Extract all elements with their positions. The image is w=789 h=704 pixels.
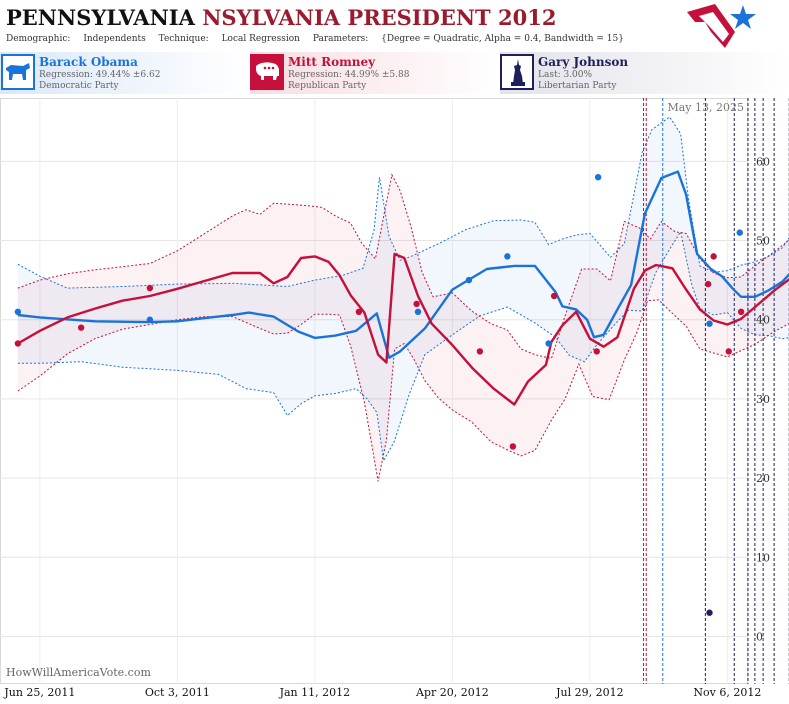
- upper-bound-obama: [17, 116, 789, 289]
- candidate-stat: Regression: 44.99% ±5.88: [288, 70, 410, 80]
- cards-background: [0, 52, 789, 94]
- technique-label: Technique:: [158, 34, 209, 44]
- poll-point-johnson: [706, 609, 713, 616]
- poll-point-obama: [594, 173, 602, 181]
- candidate-card-johnson[interactable]: Gary Johnson Last: 3.00% Libertarian Par…: [500, 54, 740, 92]
- poll-point-obama: [736, 229, 743, 236]
- y-tick-label: 0: [756, 630, 763, 643]
- candidate-cards: Barack Obama Regression: 49.44% ±6.62 De…: [0, 52, 789, 94]
- poll-point-romney: [737, 308, 745, 316]
- poll-point-obama: [414, 308, 422, 316]
- generated-date-label: May 13, 2025: [667, 101, 744, 114]
- poll-point-romney: [593, 348, 600, 355]
- poll-point-obama: [465, 276, 473, 284]
- candidate-card-obama[interactable]: Barack Obama Regression: 49.44% ±6.62 De…: [1, 54, 241, 92]
- poll-point-romney: [710, 253, 717, 260]
- candidate-card-romney[interactable]: Mitt Romney Regression: 44.99% ±5.88 Rep…: [250, 54, 490, 92]
- poll-point-romney: [77, 324, 85, 331]
- page-title: PENNSYLVANIA NSYLVANIA PRESIDENT 2012: [6, 5, 556, 30]
- demographic-value: Independents: [83, 34, 146, 44]
- x-tick-label: Apr 20, 2012: [415, 686, 489, 699]
- poll-point-romney: [146, 284, 154, 292]
- site-logo-icon: [687, 4, 756, 48]
- poll-point-obama: [14, 308, 22, 316]
- regression-line-romney: [17, 252, 789, 406]
- donkey-icon: [1, 54, 35, 90]
- poll-point-obama: [146, 316, 154, 323]
- candidate-party: Democratic Party: [39, 81, 119, 91]
- y-tick-label: 30: [756, 393, 770, 406]
- poll-point-romney: [704, 280, 712, 288]
- y-tick-label: 50: [756, 235, 770, 248]
- confidence-band-romney: [17, 174, 789, 482]
- y-tick-label: 10: [756, 551, 770, 564]
- statue-of-liberty-icon: [500, 54, 534, 90]
- candidate-party: Republican Party: [288, 81, 367, 91]
- candidate-name: Mitt Romney: [288, 55, 376, 69]
- chart-header: PENNSYLVANIA NSYLVANIA PRESIDENT 2012 De…: [0, 0, 789, 52]
- x-tick-label: Oct 3, 2011: [145, 686, 210, 699]
- poll-regression-chart: 0 10 20 30 40 50 60 Jun 25, 2011 Oct 3, 2011 Jan …: [0, 98, 789, 699]
- confidence-band-obama: [17, 117, 789, 461]
- upper-bound-romney: [17, 173, 789, 360]
- poll-point-obama: [545, 340, 552, 347]
- poll-point-romney: [550, 292, 558, 300]
- parameters-label: Parameters:: [312, 34, 369, 44]
- poll-point-romney: [355, 308, 363, 316]
- lower-bound-romney: [17, 299, 789, 482]
- y-tick-label: 20: [756, 472, 770, 485]
- candidate-name: Gary Johnson: [538, 55, 629, 69]
- poll-point-obama: [504, 253, 511, 260]
- candidate-stat: Regression: 49.44% ±6.62: [39, 70, 161, 80]
- demographic-label: Demographic:: [6, 34, 71, 44]
- technique-value: Local Regression: [221, 34, 300, 44]
- parameters-value: {Degree = Quadratic, Alpha = 0.4, Bandwi…: [381, 34, 624, 44]
- poll-point-romney: [413, 300, 420, 308]
- poll-point-romney: [476, 348, 484, 355]
- x-tick-label: Jan 11, 2012: [279, 686, 351, 699]
- poll-point-romney: [14, 340, 22, 347]
- y-tick-label: 60: [756, 155, 770, 168]
- lower-bound-obama: [17, 230, 789, 463]
- title-race: NSYLVANIA PRESIDENT 2012: [202, 5, 557, 30]
- candidate-party: Libertarian Party: [538, 81, 617, 91]
- x-tick-label: Jul 29, 2012: [555, 686, 624, 699]
- plot-frame: [0, 98, 748, 684]
- poll-point-romney: [725, 348, 732, 355]
- regression-line-obama: [17, 170, 789, 359]
- parameters-line: Demographic: Independents Technique: Loc…: [6, 34, 634, 44]
- candidate-name: Barack Obama: [39, 55, 138, 69]
- poll-point-obama: [706, 320, 713, 327]
- x-tick-label: Nov 6, 2012: [693, 686, 761, 699]
- site-watermark: HowWillAmericaVote.com: [6, 666, 151, 679]
- elephant-icon: [250, 54, 284, 90]
- x-tick-label: Jun 25, 2011: [3, 686, 75, 699]
- y-tick-label: 40: [756, 314, 770, 327]
- title-state: PENNSYLVANIA: [6, 5, 195, 30]
- poll-point-romney: [509, 443, 517, 450]
- candidate-stat: Last: 3.00%: [538, 70, 593, 80]
